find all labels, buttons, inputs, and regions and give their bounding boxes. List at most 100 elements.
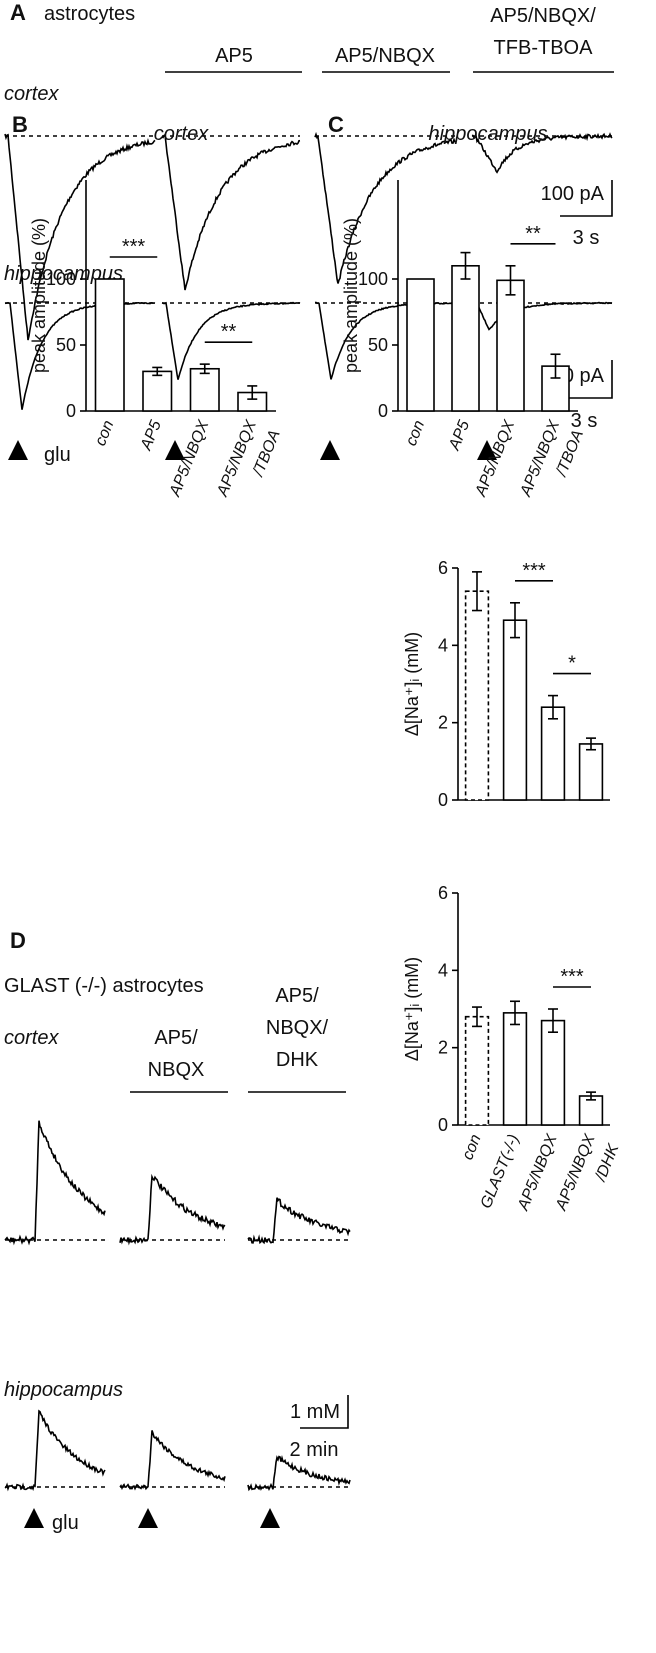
region-label: cortex xyxy=(4,1027,59,1049)
y-axis-label: peak amplitude (%) xyxy=(29,218,49,373)
bar xyxy=(540,1019,566,1126)
bar xyxy=(451,264,480,412)
error-bar xyxy=(510,601,520,639)
scale-label: 3 s xyxy=(573,227,600,249)
scale-label: 100 pA xyxy=(541,183,605,205)
y-tick-label: 0 xyxy=(438,790,448,810)
error-bar xyxy=(460,251,471,280)
y-axis-label: peak amplitude (%) xyxy=(341,218,361,373)
trace xyxy=(247,1455,351,1492)
error-bar xyxy=(505,264,516,296)
trace xyxy=(4,1120,106,1246)
y-tick-label: 50 xyxy=(56,335,76,355)
error-bar xyxy=(586,1091,596,1101)
y-tick-label: 0 xyxy=(378,401,388,421)
scale-label: 1 mM xyxy=(290,1401,340,1423)
y-tick-label: 0 xyxy=(438,1115,448,1135)
x-tick-label: con xyxy=(459,1132,484,1162)
panel-label: B xyxy=(12,112,28,137)
error-bar xyxy=(510,1000,520,1026)
trace xyxy=(247,1197,351,1245)
error-bar xyxy=(586,737,596,751)
stimulus-markers xyxy=(8,440,497,460)
trace xyxy=(4,301,156,410)
trace xyxy=(314,131,456,284)
scale-bar xyxy=(560,360,613,399)
y-tick-label: 2 xyxy=(438,1038,448,1058)
y-tick-label: 100 xyxy=(46,269,76,289)
bar xyxy=(502,1012,528,1126)
panel-title: GLAST (-/-) astrocytes xyxy=(4,975,204,997)
bar xyxy=(464,590,490,801)
x-tick-label: con xyxy=(403,418,428,448)
error-bar xyxy=(548,694,558,720)
significance-label: ** xyxy=(221,321,237,343)
bar xyxy=(502,619,528,801)
trace xyxy=(161,301,301,380)
x-tick-label: AP5/NBQX/TBOA xyxy=(517,417,587,509)
bar xyxy=(496,279,525,412)
x-tick-label: AP5 xyxy=(137,418,165,453)
y-tick-label: 0 xyxy=(66,401,76,421)
bar xyxy=(94,278,125,412)
region-label: cortex xyxy=(4,83,59,105)
y-tick-label: 100 xyxy=(358,269,388,289)
trace xyxy=(161,133,301,291)
condition-label: AP5 xyxy=(215,45,253,67)
error-bar xyxy=(472,1006,482,1028)
condition-label: AP5/NBQX xyxy=(335,45,435,67)
error-bar xyxy=(550,353,561,379)
significance-label: *** xyxy=(560,966,584,988)
region-label: hippocampus xyxy=(4,1379,123,1401)
significance-label: *** xyxy=(122,236,146,258)
bar xyxy=(540,706,566,801)
bar xyxy=(464,1015,490,1126)
bar xyxy=(406,278,435,412)
condition-label: AP5/NBQX/DHK xyxy=(266,985,329,1071)
y-tick-label: 6 xyxy=(438,883,448,903)
y-tick-label: 4 xyxy=(438,960,448,980)
bar xyxy=(142,370,173,412)
chart-title: cortex xyxy=(154,123,209,145)
y-tick-label: 6 xyxy=(438,558,448,578)
error-bar xyxy=(472,571,482,612)
x-tick-label: con xyxy=(92,418,117,448)
stimulus-label: glu xyxy=(44,444,71,466)
error-bar xyxy=(548,1008,558,1033)
scale-bar xyxy=(300,1395,349,1429)
error-bar xyxy=(247,385,258,400)
scale-label: 2 min xyxy=(290,1439,339,1461)
error-bar xyxy=(199,363,210,375)
trace xyxy=(4,133,156,341)
panel-label: C xyxy=(328,112,344,137)
bar xyxy=(189,367,220,412)
x-tick-label: AP5/NBQX/DHK xyxy=(553,1131,623,1223)
stimulus-markers xyxy=(24,1508,280,1528)
scale-label: 3 s xyxy=(571,410,598,432)
y-tick-label: 2 xyxy=(438,713,448,733)
condition-label: AP5/NBQX xyxy=(148,1027,205,1081)
panel-label: D xyxy=(10,928,26,953)
trace xyxy=(4,1409,106,1492)
trace xyxy=(119,1173,226,1246)
scale-bar xyxy=(560,180,613,217)
panel-title: astrocytes xyxy=(44,3,135,25)
y-axis-label: Δ[Na⁺]ᵢ (mM) xyxy=(402,632,422,736)
y-axis-label: Δ[Na⁺]ᵢ (mM) xyxy=(402,957,422,1061)
significance-label: *** xyxy=(522,560,546,582)
significance-label: * xyxy=(568,653,576,675)
region-label: hippocampus xyxy=(4,263,123,285)
panel-label: A xyxy=(10,0,26,25)
trace xyxy=(471,301,613,331)
x-tick-label: AP5 xyxy=(446,418,474,453)
condition-label: AP5/NBQX/TFB-TBOA xyxy=(490,5,596,59)
chart-title: hippocampus xyxy=(429,123,548,145)
x-tick-label: AP5/NBQX/TBOA xyxy=(214,417,284,509)
bar xyxy=(578,743,604,801)
trace xyxy=(471,132,613,174)
x-tick-label: GLAST(-/-) xyxy=(478,1132,523,1211)
error-bar xyxy=(152,366,163,377)
stimulus-label: glu xyxy=(52,1512,79,1534)
trace xyxy=(119,1430,226,1491)
